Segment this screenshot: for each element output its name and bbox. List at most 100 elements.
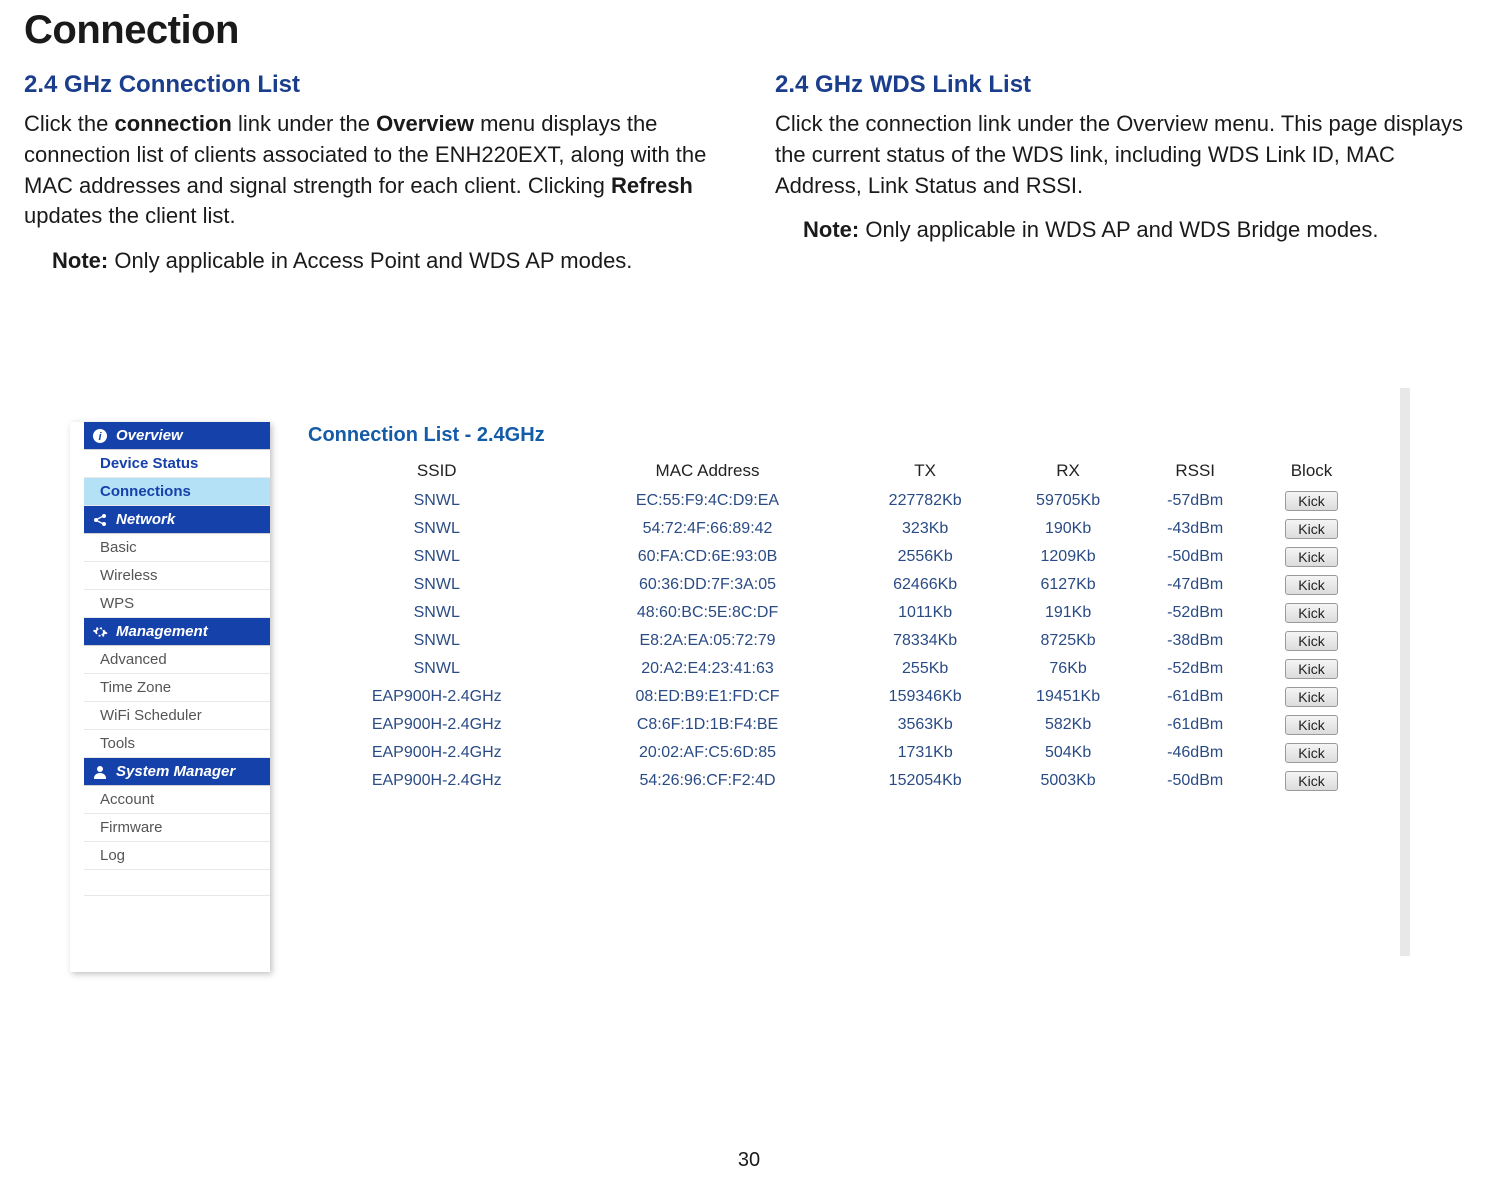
kick-button[interactable]: Kick <box>1285 743 1337 763</box>
embedded-screenshot: iOverviewDevice StatusConnections Network… <box>70 388 1424 974</box>
table-body: SNWLEC:55:F9:4C:D9:EA227782Kb59705Kb-57d… <box>308 487 1368 795</box>
kick-button[interactable]: Kick <box>1285 631 1337 651</box>
table-cell: 19451Kb <box>1001 683 1136 711</box>
page-number: 30 <box>738 1149 760 1172</box>
right-paragraph: Click the connection link under the Over… <box>775 109 1474 201</box>
table-row: SNWL60:FA:CD:6E:93:0B2556Kb1209Kb-50dBm K… <box>308 543 1368 571</box>
block-cell: Kick <box>1255 599 1368 627</box>
table-cell: 78334Kb <box>850 627 1001 655</box>
table-cell: EAP900H-2.4GHz <box>308 739 566 767</box>
sidebar-category[interactable]: iOverview <box>84 422 270 450</box>
sidebar-item-wifi-scheduler[interactable]: WiFi Scheduler <box>84 702 270 730</box>
table-cell: 60:FA:CD:6E:93:0B <box>566 543 850 571</box>
table-cell: -57dBm <box>1135 487 1255 515</box>
table-cell: E8:2A:EA:05:72:79 <box>566 627 850 655</box>
table-cell: 5003Kb <box>1001 767 1136 795</box>
table-cell: 190Kb <box>1001 515 1136 543</box>
sidebar-category[interactable]: System Manager <box>84 758 270 786</box>
table-cell: 48:60:BC:5E:8C:DF <box>566 599 850 627</box>
sidebar-item-device-status[interactable]: Device Status <box>84 450 270 478</box>
table-cell: 323Kb <box>850 515 1001 543</box>
sidebar-item-wps[interactable]: WPS <box>84 590 270 618</box>
table-cell: 54:26:96:CF:F2:4D <box>566 767 850 795</box>
sidebar-item-account[interactable]: Account <box>84 786 270 814</box>
sidebar-category-label: Network <box>116 511 175 528</box>
kick-button[interactable]: Kick <box>1285 715 1337 735</box>
table-row: EAP900H-2.4GHzC8:6F:1D:1B:F4:BE3563Kb582… <box>308 711 1368 739</box>
table-cell: -61dBm <box>1135 683 1255 711</box>
table-cell: -43dBm <box>1135 515 1255 543</box>
kick-button[interactable]: Kick <box>1285 771 1337 791</box>
table-cell: 504Kb <box>1001 739 1136 767</box>
table-row: SNWL54:72:4F:66:89:42323Kb190Kb-43dBmKic… <box>308 515 1368 543</box>
kick-button[interactable]: Kick <box>1285 659 1337 679</box>
table-cell: 8725Kb <box>1001 627 1136 655</box>
kick-button[interactable]: Kick <box>1285 519 1337 539</box>
gear-icon <box>92 624 108 640</box>
table-cell: 152054Kb <box>850 767 1001 795</box>
sidebar-item-time-zone[interactable]: Time Zone <box>84 674 270 702</box>
table-cell: SNWL <box>308 655 566 683</box>
table-cell: 20:A2:E4:23:41:63 <box>566 655 850 683</box>
sidebar-item-advanced[interactable]: Advanced <box>84 646 270 674</box>
table-cell: C8:6F:1D:1B:F4:BE <box>566 711 850 739</box>
table-cell: -50dBm <box>1135 543 1255 571</box>
sidebar-category[interactable]: Network <box>84 506 270 534</box>
table-cell: SNWL <box>308 543 566 571</box>
left-paragraph: Click the connection link under the Over… <box>24 109 723 232</box>
column-header: MAC Address <box>566 455 850 487</box>
column-header: RSSI <box>1135 455 1255 487</box>
sidebar-category-label: System Manager <box>116 763 235 780</box>
table-cell: 6127Kb <box>1001 571 1136 599</box>
column-header: RX <box>1001 455 1136 487</box>
sidebar-item-connections[interactable]: Connections <box>84 478 270 506</box>
block-cell: Kick <box>1255 711 1368 739</box>
block-cell: Kick <box>1255 571 1368 599</box>
note-text: Only applicable in WDS AP and WDS Bridge… <box>859 217 1378 242</box>
right-column: 2.4 GHz WDS Link List Click the connecti… <box>775 71 1474 277</box>
table-cell: 1209Kb <box>1001 543 1136 571</box>
table-cell: 76Kb <box>1001 655 1136 683</box>
block-cell: Kick <box>1255 655 1368 683</box>
block-cell: Kick <box>1255 627 1368 655</box>
table-cell: 60:36:DD:7F:3A:05 <box>566 571 850 599</box>
kick-button[interactable]: Kick <box>1285 547 1337 567</box>
kick-button[interactable]: Kick <box>1285 491 1337 511</box>
table-cell: -38dBm <box>1135 627 1255 655</box>
table-cell: 20:02:AF:C5:6D:85 <box>566 739 850 767</box>
block-cell: Kick <box>1255 515 1368 543</box>
sidebar-item-empty <box>84 870 270 896</box>
kick-button[interactable]: Kick <box>1285 575 1337 595</box>
kick-button[interactable]: Kick <box>1285 603 1337 623</box>
table-cell: 3563Kb <box>850 711 1001 739</box>
sidebar-item-tools[interactable]: Tools <box>84 730 270 758</box>
person-icon <box>92 764 108 780</box>
table-row: SNWL20:A2:E4:23:41:63255Kb76Kb-52dBmKick <box>308 655 1368 683</box>
kick-button[interactable]: Kick <box>1285 687 1337 707</box>
sidebar-category[interactable]: Management <box>84 618 270 646</box>
table-header-row: SSIDMAC AddressTXRXRSSIBlock <box>308 455 1368 487</box>
right-subheading: 2.4 GHz WDS Link List <box>775 71 1474 99</box>
sidebar-item-firmware[interactable]: Firmware <box>84 814 270 842</box>
table-cell: SNWL <box>308 599 566 627</box>
sidebar-item-log[interactable]: Log <box>84 842 270 870</box>
table-row: EAP900H-2.4GHz54:26:96:CF:F2:4D152054Kb5… <box>308 767 1368 795</box>
table-cell: EAP900H-2.4GHz <box>308 767 566 795</box>
block-cell: Kick <box>1255 487 1368 515</box>
table-cell: SNWL <box>308 627 566 655</box>
table-cell: EAP900H-2.4GHz <box>308 683 566 711</box>
table-cell: 54:72:4F:66:89:42 <box>566 515 850 543</box>
table-row: SNWLE8:2A:EA:05:72:7978334Kb8725Kb-38dBm… <box>308 627 1368 655</box>
table-cell: -50dBm <box>1135 767 1255 795</box>
table-cell: SNWL <box>308 487 566 515</box>
sidebar-item-wireless[interactable]: Wireless <box>84 562 270 590</box>
note-label: Note: <box>52 248 108 273</box>
table-cell: 191Kb <box>1001 599 1136 627</box>
connection-table: SSIDMAC AddressTXRXRSSIBlock SNWLEC:55:F… <box>308 455 1368 795</box>
block-cell: Kick <box>1255 739 1368 767</box>
note-text: Only applicable in Access Point and WDS … <box>108 248 632 273</box>
table-cell: 62466Kb <box>850 571 1001 599</box>
table-row: EAP900H-2.4GHz20:02:AF:C5:6D:851731Kb504… <box>308 739 1368 767</box>
sidebar-item-basic[interactable]: Basic <box>84 534 270 562</box>
table-cell: 2556Kb <box>850 543 1001 571</box>
